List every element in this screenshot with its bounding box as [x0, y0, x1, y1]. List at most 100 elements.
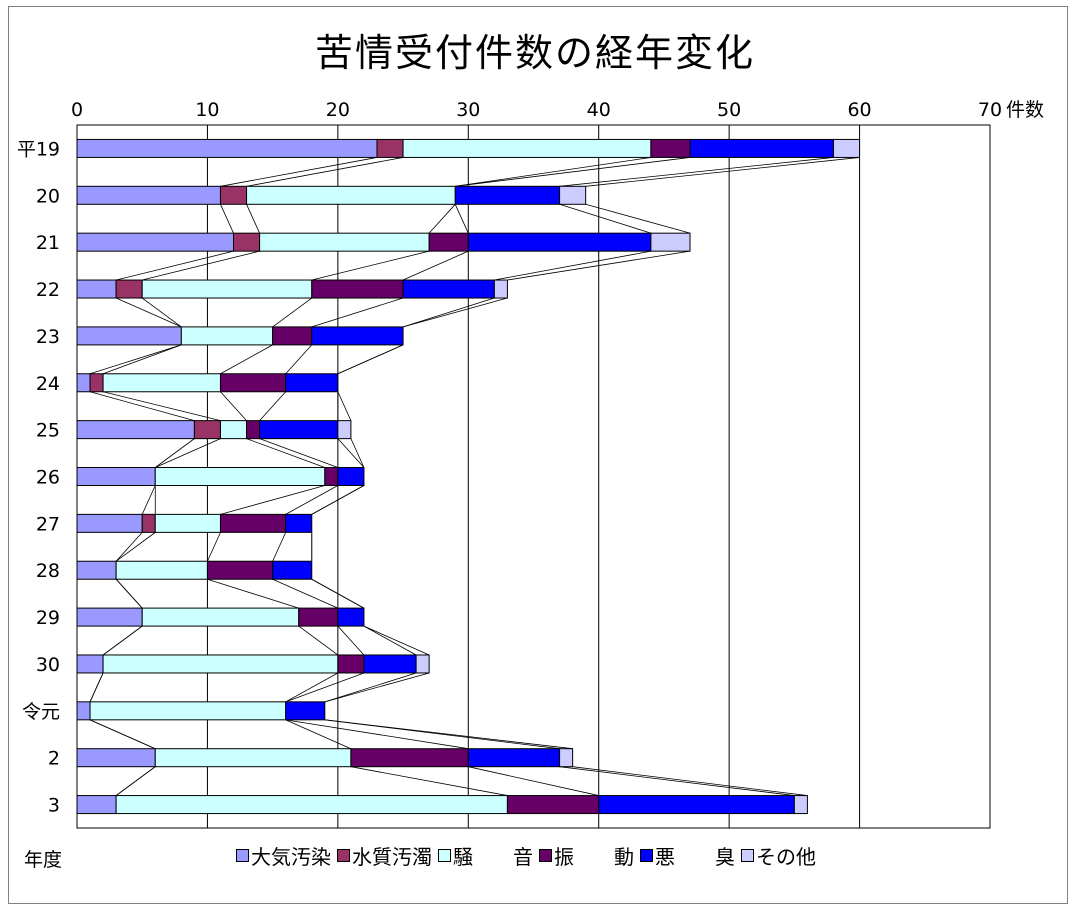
bar-segment — [402, 138, 652, 158]
bar-segment — [76, 560, 117, 580]
category-label: 23 — [36, 326, 60, 348]
bar-segment — [219, 185, 248, 205]
series-line — [311, 250, 430, 281]
series-line — [363, 625, 430, 656]
series-line — [102, 391, 221, 422]
series-line — [507, 250, 691, 281]
series-line — [559, 157, 834, 187]
series-line — [468, 766, 599, 796]
legend-label: 悪 臭 — [655, 844, 735, 869]
series-line — [311, 485, 365, 515]
bar-segment — [272, 560, 313, 580]
bar-segment — [141, 607, 300, 627]
series-line — [246, 204, 260, 234]
bar-segment — [454, 185, 561, 205]
bar-segment — [76, 748, 156, 768]
series-line — [259, 438, 338, 468]
series-line — [141, 485, 156, 515]
bar-segment — [115, 560, 208, 580]
bar-segment — [337, 654, 365, 674]
legend: 大気汚染 水質汚濁騒 音振 動悪 臭その他 — [236, 840, 822, 870]
legend-label: 騒 音 — [453, 844, 533, 869]
bar-segment — [272, 326, 313, 346]
legend-item: 大気汚染 — [236, 841, 331, 870]
series-line — [220, 485, 325, 515]
bar-segment — [650, 232, 691, 252]
series-line — [246, 157, 404, 187]
bar-segment — [154, 467, 326, 486]
bar-segment — [141, 513, 156, 533]
bar-segment — [402, 279, 495, 299]
bar-segment — [415, 654, 430, 674]
bar-segment — [76, 279, 117, 299]
legend-swatch — [640, 848, 653, 862]
bar-segment — [793, 795, 808, 815]
x-tick-label: 20 — [326, 99, 350, 121]
legend-label: 大気汚染 — [251, 844, 331, 869]
x-tick-label: 50 — [717, 99, 741, 121]
category-label: 20 — [36, 185, 60, 207]
bar-segment — [832, 138, 861, 158]
series-line — [259, 391, 286, 421]
category-label: 3 — [48, 795, 60, 817]
bar-segment — [141, 279, 313, 299]
bar-segment — [154, 748, 352, 768]
bar-segment — [337, 420, 352, 440]
x-tick-label: 70 — [978, 99, 1002, 121]
series-line — [207, 578, 299, 609]
series-line — [102, 625, 143, 656]
legend-item: 騒 音 — [438, 841, 533, 870]
x-tick-label: 10 — [195, 99, 219, 121]
bar-segment — [324, 467, 339, 486]
bar-segment — [154, 513, 221, 533]
bar-segment — [219, 420, 248, 440]
bar-segment — [506, 795, 600, 815]
series-line — [272, 297, 313, 328]
bar-segment — [76, 185, 221, 205]
bar-segment — [246, 420, 261, 440]
series-line — [402, 297, 508, 328]
series-line — [337, 438, 365, 468]
series-line — [272, 532, 287, 562]
legend-label: その他 — [756, 844, 816, 869]
chart-title: 苦情受付件数の経年変化 — [314, 31, 755, 75]
category-label: 26 — [36, 467, 60, 489]
bar-segment — [376, 138, 404, 158]
bar-segment — [76, 232, 235, 252]
series-line — [285, 719, 469, 750]
series-line — [141, 297, 182, 328]
bar-segment — [337, 467, 365, 486]
series-line — [89, 719, 156, 750]
bar-segment — [180, 326, 274, 346]
series-line — [285, 485, 339, 515]
series-line — [246, 438, 325, 468]
bar-segment — [311, 279, 404, 299]
series-line — [572, 766, 808, 796]
series-line — [220, 157, 378, 187]
series-line — [402, 297, 495, 328]
bar-segment — [337, 607, 365, 627]
series-line — [585, 157, 860, 187]
series-line — [311, 297, 404, 328]
category-label: 21 — [36, 232, 60, 254]
category-label: 30 — [36, 654, 60, 676]
bar-segment — [428, 232, 469, 252]
series-line — [363, 625, 417, 656]
series-line — [494, 250, 651, 281]
series-line — [102, 344, 182, 375]
bar-segment — [115, 279, 143, 299]
series-line — [455, 157, 691, 187]
bar-segment — [650, 138, 691, 158]
bar-segment — [76, 373, 91, 393]
series-line — [142, 250, 260, 281]
series-line — [324, 672, 430, 703]
series-line — [559, 766, 795, 796]
legend-swatch — [438, 848, 451, 862]
series-line — [155, 438, 221, 468]
legend-item: 水質汚濁 — [337, 841, 432, 870]
bar-segment — [76, 701, 91, 721]
bar-segment — [311, 326, 404, 346]
series-line — [115, 578, 143, 609]
bar-segment — [493, 279, 508, 299]
x-axis-label: 件数 — [1006, 99, 1044, 121]
